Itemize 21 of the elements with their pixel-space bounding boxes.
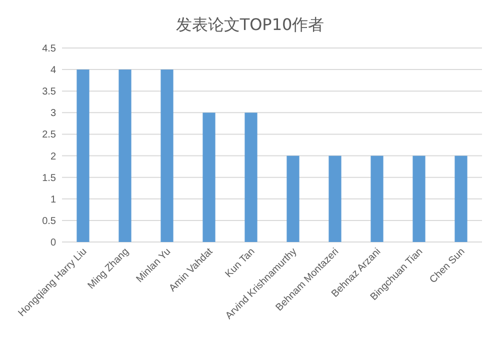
chart-title: 发表论文TOP10作者 (176, 15, 324, 34)
y-tick-label: 3 (50, 108, 56, 120)
bar (202, 112, 216, 242)
y-tick-label: 4 (50, 65, 56, 76)
y-tick-label: 0.5 (42, 216, 56, 227)
y-tick-label: 2.5 (42, 130, 56, 141)
bar (286, 156, 300, 242)
bar (160, 70, 174, 242)
bar (328, 156, 342, 242)
bar (244, 112, 258, 242)
y-tick-label: 2 (50, 151, 56, 162)
y-tick-label: 0 (50, 238, 56, 248)
bar (412, 156, 426, 242)
y-tick-label: 1 (50, 194, 56, 206)
bar (370, 156, 384, 242)
y-tick-label: 3.5 (42, 86, 56, 98)
bar (118, 70, 132, 242)
bar (76, 70, 90, 242)
y-tick-label: 4.5 (42, 44, 56, 54)
bar (454, 156, 468, 242)
y-tick-label: 1.5 (42, 172, 56, 184)
